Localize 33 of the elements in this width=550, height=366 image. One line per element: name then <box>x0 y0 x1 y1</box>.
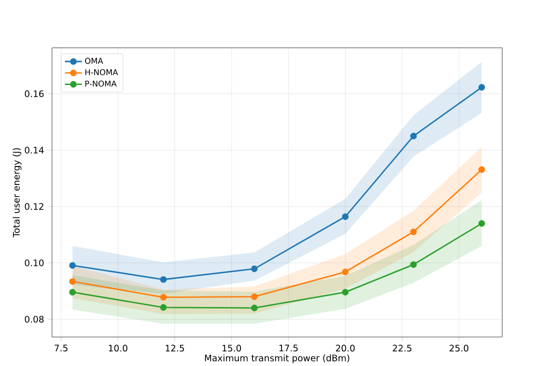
point <box>342 213 349 220</box>
point <box>69 278 76 285</box>
y-tick-label: 0.10 <box>24 259 44 266</box>
x-tick-label: 22.5 <box>392 344 412 352</box>
y-tick-label: 0.12 <box>24 202 44 210</box>
x-tick-label: 7.5 <box>54 344 68 352</box>
point <box>478 166 485 173</box>
point <box>342 268 349 275</box>
point <box>342 288 349 296</box>
point <box>160 304 167 310</box>
x-tick-label: 20.0 <box>336 344 355 352</box>
y-axis-title: Total user energy (J) <box>12 148 22 238</box>
point <box>160 276 167 283</box>
x-axis-title: Maximum transmit power (dBm) <box>205 354 350 363</box>
point <box>478 220 485 227</box>
point <box>69 262 76 268</box>
point <box>478 84 485 90</box>
y-tick-label: 0.08 <box>24 316 44 322</box>
point <box>410 132 417 140</box>
point <box>251 293 258 300</box>
point <box>160 294 167 300</box>
x-tick-label: 12.5 <box>166 344 184 352</box>
x-tick-label: 15.0 <box>222 344 241 352</box>
x-tick-label: 25.0 <box>450 344 468 352</box>
point <box>69 288 76 296</box>
point <box>251 265 258 272</box>
y-tick-label: 0.16 <box>24 90 44 97</box>
point <box>410 261 417 268</box>
x-tick-label: 10.0 <box>108 344 128 352</box>
y-tick-label: 0.14 <box>24 146 44 154</box>
point <box>410 228 417 235</box>
point <box>251 304 258 312</box>
x-tick-label: 17.5 <box>279 344 298 352</box>
